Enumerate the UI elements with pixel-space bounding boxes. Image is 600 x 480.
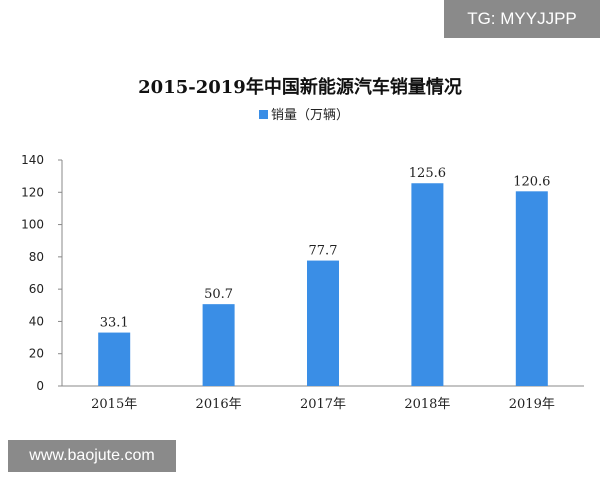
y-tick-label: 80 bbox=[29, 250, 44, 264]
site-label: www.baojute.com bbox=[8, 440, 176, 472]
x-tick-label: 2016年 bbox=[196, 397, 242, 412]
bar-value-label: 50.7 bbox=[204, 287, 233, 302]
x-axis-labels: 2015年 2016年 2017年 2018年 2019年 bbox=[91, 397, 555, 412]
chart-title: 2015-2019年中国新能源汽车销量情况 bbox=[138, 76, 462, 98]
legend-swatch bbox=[259, 110, 268, 119]
legend: 销量（万辆） bbox=[259, 108, 349, 123]
x-tick-label: 2015年 bbox=[91, 397, 137, 412]
y-tick-label: 20 bbox=[29, 347, 44, 361]
y-tick-label: 120 bbox=[21, 185, 44, 199]
x-tick-label: 2018年 bbox=[404, 397, 450, 412]
bar bbox=[307, 260, 339, 386]
x-tick-label: 2019年 bbox=[509, 397, 555, 412]
bar-value-label: 125.6 bbox=[409, 166, 446, 181]
y-tick-label: 40 bbox=[29, 314, 44, 328]
watermark-tag: TG: MYYJJPP bbox=[444, 0, 600, 38]
bar-value-label: 33.1 bbox=[100, 316, 129, 331]
y-tick-label: 0 bbox=[36, 379, 44, 393]
bar bbox=[411, 183, 444, 386]
y-tick-label: 140 bbox=[21, 153, 44, 167]
y-tick-label: 60 bbox=[29, 282, 44, 296]
y-tick-label: 100 bbox=[21, 218, 44, 232]
bar bbox=[98, 332, 131, 386]
bar-value-label: 77.7 bbox=[309, 244, 338, 259]
bar bbox=[202, 304, 235, 386]
bar bbox=[515, 191, 548, 386]
value-labels: 33.1 50.7 77.7 125.6 120.6 bbox=[100, 166, 551, 330]
bar-value-label: 120.6 bbox=[513, 174, 550, 189]
x-tick-label: 2017年 bbox=[300, 397, 346, 412]
bars bbox=[98, 183, 548, 386]
legend-label: 销量（万辆） bbox=[271, 108, 349, 123]
y-axis-ticks: 0 20 40 60 80 100 120 140 bbox=[21, 153, 62, 393]
